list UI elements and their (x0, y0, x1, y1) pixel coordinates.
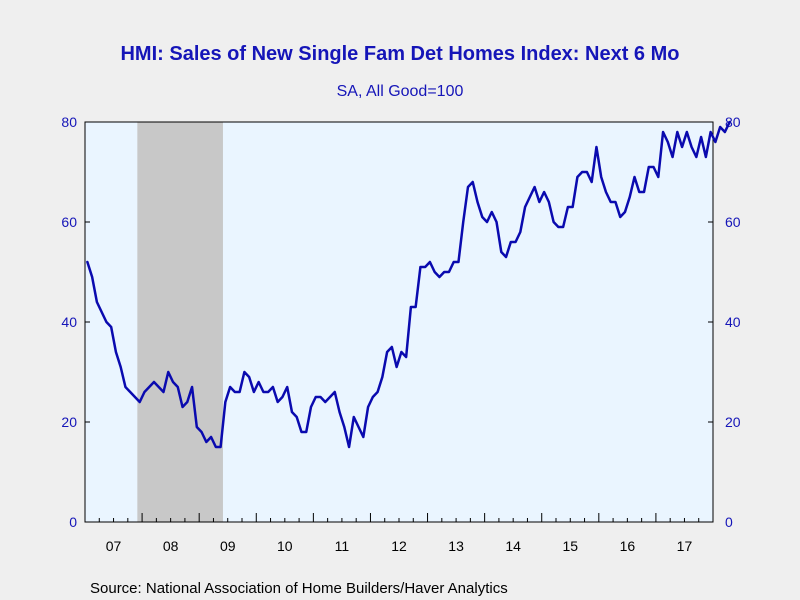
y-tick-label-right: 20 (725, 414, 741, 430)
x-tick-label: 11 (335, 538, 350, 554)
y-tick-label-left: 60 (61, 214, 77, 230)
x-tick-label: 14 (505, 538, 521, 554)
x-tick-label: 08 (163, 538, 179, 554)
y-tick-label-left: 80 (61, 114, 77, 130)
chart-subtitle: SA, All Good=100 (337, 83, 464, 100)
x-tick-label: 16 (620, 538, 636, 554)
y-tick-label-left: 40 (61, 314, 77, 330)
y-tick-label-left: 0 (69, 514, 77, 530)
y-tick-label-right: 40 (725, 314, 741, 330)
x-tick-label: 12 (391, 538, 407, 554)
x-tick-label: 07 (106, 538, 122, 554)
chart-title: HMI: Sales of New Single Fam Det Homes I… (120, 43, 679, 65)
x-tick-label: 17 (677, 538, 693, 554)
y-tick-label-right: 60 (725, 214, 741, 230)
source-note: Source: National Association of Home Bui… (90, 580, 508, 597)
x-tick-label: 13 (448, 538, 464, 554)
x-tick-label: 10 (277, 538, 293, 554)
y-tick-label-right: 0 (725, 514, 733, 530)
series-line (86, 120, 731, 449)
recession-shading (137, 122, 223, 522)
x-tick-label: 15 (562, 538, 578, 554)
y-tick-label-left: 20 (61, 414, 77, 430)
x-tick-label: 09 (220, 538, 236, 554)
